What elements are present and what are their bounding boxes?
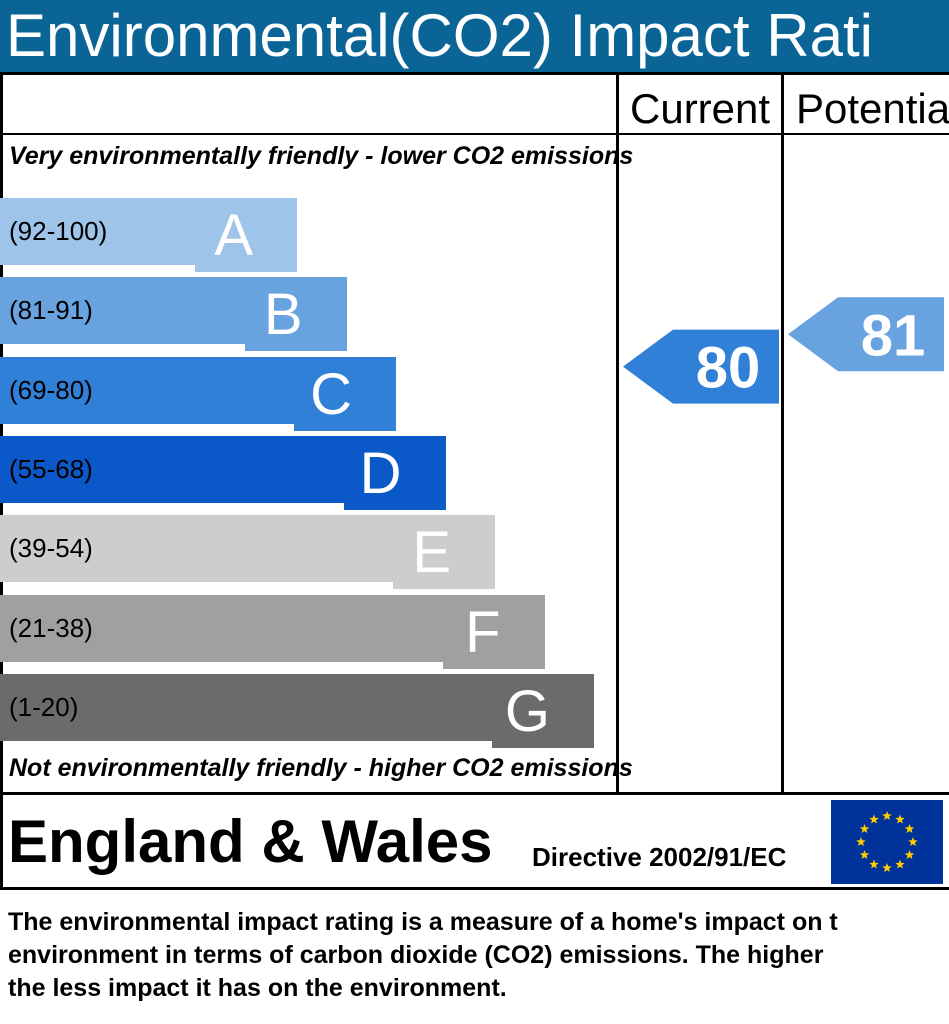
footer-bottom-divider	[0, 887, 949, 890]
potential-column-divider	[781, 72, 784, 794]
description-line: environment in terms of carbon dioxide (…	[8, 941, 824, 969]
eu-star-icon	[882, 811, 892, 821]
eu-stars-icon	[856, 811, 918, 873]
description: The environmental impact rating is a mea…	[8, 906, 949, 1005]
description-line: The environmental impact rating is a mea…	[8, 908, 838, 936]
bottom-caption: Not environmentally friendly - higher CO…	[9, 754, 633, 782]
band-c: (69-80) C	[0, 356, 396, 431]
potential-rating-arrow-value: 81	[861, 303, 926, 368]
band-letter: F	[465, 599, 501, 665]
band-range-label: (55-68)	[9, 453, 93, 484]
current-rating-arrow: 80	[623, 329, 779, 404]
eu-star-icon	[882, 863, 892, 873]
band-range-label: (69-80)	[9, 374, 93, 405]
band-range-label: (1-20)	[9, 691, 79, 722]
chart-bottom-divider	[0, 792, 949, 795]
band-letter: B	[263, 282, 303, 348]
band-f: (21-38) F	[0, 594, 545, 669]
page-title: Environmental(CO2) Impact Rati	[6, 2, 873, 69]
band-letter: D	[359, 440, 402, 506]
band-letter-notch	[294, 423, 396, 431]
band-g: (1-20) G	[0, 673, 594, 748]
band-letter: A	[214, 203, 253, 268]
band-letter: C	[310, 361, 352, 427]
eu-star-icon	[856, 837, 866, 847]
frame-top	[0, 72, 949, 75]
top-caption: Very environmentally friendly - lower CO…	[9, 142, 634, 170]
band-letter-notch	[195, 265, 297, 272]
potential-column-header: Potentia	[796, 85, 949, 132]
eu-star-icon	[895, 814, 905, 824]
header-divider	[0, 133, 949, 135]
band-e: (39-54) E	[0, 515, 495, 590]
band-d: (55-68) D	[0, 435, 446, 510]
eu-star-icon	[895, 859, 905, 869]
band-letter: E	[412, 520, 451, 586]
eu-flag-icon	[831, 800, 943, 884]
band-letter-notch	[442, 661, 545, 669]
eu-star-icon	[904, 824, 915, 834]
band-range-label: (81-91)	[9, 295, 93, 326]
band-letter-notch	[244, 344, 347, 352]
current-rating-arrow-value: 80	[696, 336, 761, 401]
eu-star-icon	[869, 859, 879, 869]
directive-label: Directive 2002/91/EC	[532, 842, 787, 872]
description-line: the less impact it has on the environmen…	[8, 974, 507, 1002]
current-column-divider	[616, 72, 619, 794]
band-b: (81-91) B	[0, 277, 347, 352]
band-letter-notch	[393, 582, 495, 590]
current-column-header: Current	[630, 85, 771, 132]
band-letter: G	[504, 678, 550, 744]
current-rating-arrow-shape	[623, 329, 779, 404]
band-range-label: (39-54)	[9, 533, 93, 564]
band-letter-notch	[492, 740, 594, 748]
eu-star-icon	[904, 850, 915, 860]
band-range-label: (92-100)	[9, 216, 108, 246]
band-letter-notch	[343, 502, 446, 510]
eu-star-icon	[908, 837, 918, 847]
band-a: (92-100) A	[0, 198, 297, 272]
potential-rating-arrow: 81	[788, 297, 944, 372]
title-bar: Environmental(CO2) Impact Rati	[0, 0, 949, 72]
band-range-label: (21-38)	[9, 612, 93, 643]
eu-star-icon	[859, 850, 870, 860]
eu-star-icon	[869, 814, 879, 824]
eu-star-icon	[859, 824, 870, 834]
potential-rating-arrow-shape	[788, 297, 944, 372]
region-label: England & Wales	[8, 808, 493, 875]
